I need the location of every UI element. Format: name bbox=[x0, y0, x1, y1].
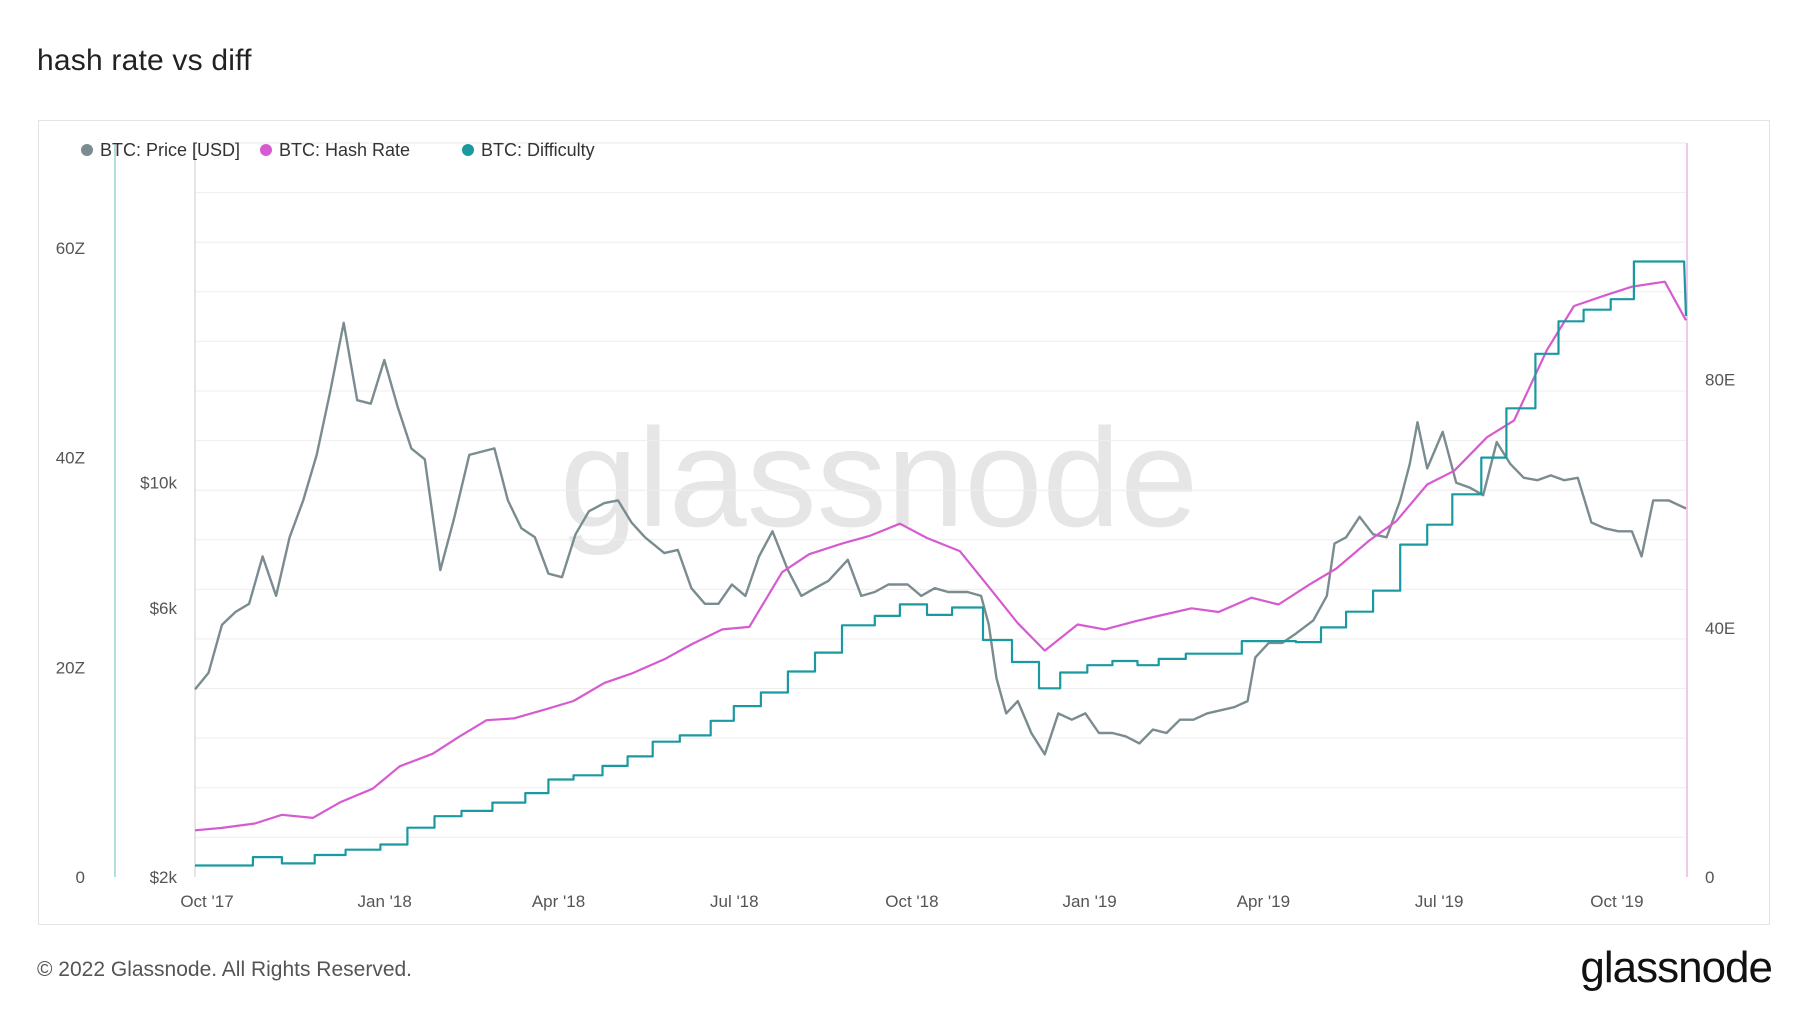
hash-rate-axis-tick: 0 bbox=[1705, 868, 1714, 887]
price-line bbox=[194, 321, 1687, 756]
legend[interactable]: BTC: Price [USD] BTC: Hash Rate BTC: Diffi… bbox=[81, 140, 595, 160]
legend-marker bbox=[81, 144, 93, 156]
copyright-text: © 2022 Glassnode. All Rights Reserved. bbox=[37, 958, 413, 981]
x-axis-tick: Jul '18 bbox=[710, 892, 759, 911]
x-axis-tick: Apr '19 bbox=[1237, 892, 1290, 911]
legend-marker bbox=[260, 144, 272, 156]
x-axis-tick: Oct '18 bbox=[885, 892, 938, 911]
hash-rate-axis-tick: 80E bbox=[1705, 370, 1735, 389]
x-axis-tick: Jan '19 bbox=[1062, 892, 1116, 911]
legend-marker bbox=[462, 144, 474, 156]
difficulty-axis-tick: 0 bbox=[76, 868, 85, 887]
chart-title: hash rate vs diff bbox=[37, 44, 252, 77]
chart-panel: glassnode 0 20Z 40Z 60Z $2k $6k $10k 0 40E 80E Oct… bbox=[38, 120, 1770, 925]
legend-item-price[interactable]: BTC: Price [USD] bbox=[81, 140, 240, 160]
axis-ticks: 0 20Z 40Z 60Z $2k $6k $10k 0 40E 80E Oct '17 Jan '1… bbox=[56, 239, 1736, 911]
difficulty-axis-tick: 40Z bbox=[56, 449, 85, 468]
difficulty-axis-tick: 20Z bbox=[56, 658, 85, 677]
legend-label: BTC: Price [USD] bbox=[100, 140, 240, 160]
x-axis-tick: Apr '18 bbox=[532, 892, 585, 911]
x-axis-tick: Jan '18 bbox=[358, 892, 412, 911]
x-axis-tick: Oct '19 bbox=[1590, 892, 1643, 911]
price-axis-tick: $2k bbox=[150, 868, 178, 887]
hash-rate-axis-tick: 40E bbox=[1705, 619, 1735, 638]
series-lines bbox=[194, 260, 1688, 867]
x-axis-tick: Oct '17 bbox=[180, 892, 233, 911]
x-axis-tick: Jul '19 bbox=[1415, 892, 1464, 911]
difficulty-line bbox=[195, 260, 1688, 867]
price-axis-tick: $10k bbox=[140, 474, 177, 493]
legend-label: BTC: Difficulty bbox=[481, 140, 595, 160]
price-axis-tick: $6k bbox=[150, 599, 178, 618]
glassnode-logo: glassnode bbox=[1580, 943, 1773, 992]
hash-rate-line bbox=[194, 280, 1687, 832]
chart-svg: glassnode 0 20Z 40Z 60Z $2k $6k $10k 0 40E 80E Oct… bbox=[56, 140, 1736, 911]
legend-item-hash-rate[interactable]: BTC: Hash Rate bbox=[260, 140, 410, 160]
legend-item-difficulty[interactable]: BTC: Difficulty bbox=[462, 140, 595, 160]
watermark-text: glassnode bbox=[560, 399, 1198, 556]
gridlines bbox=[195, 192, 1686, 838]
difficulty-axis-tick: 60Z bbox=[56, 239, 85, 258]
legend-label: BTC: Hash Rate bbox=[279, 140, 410, 160]
